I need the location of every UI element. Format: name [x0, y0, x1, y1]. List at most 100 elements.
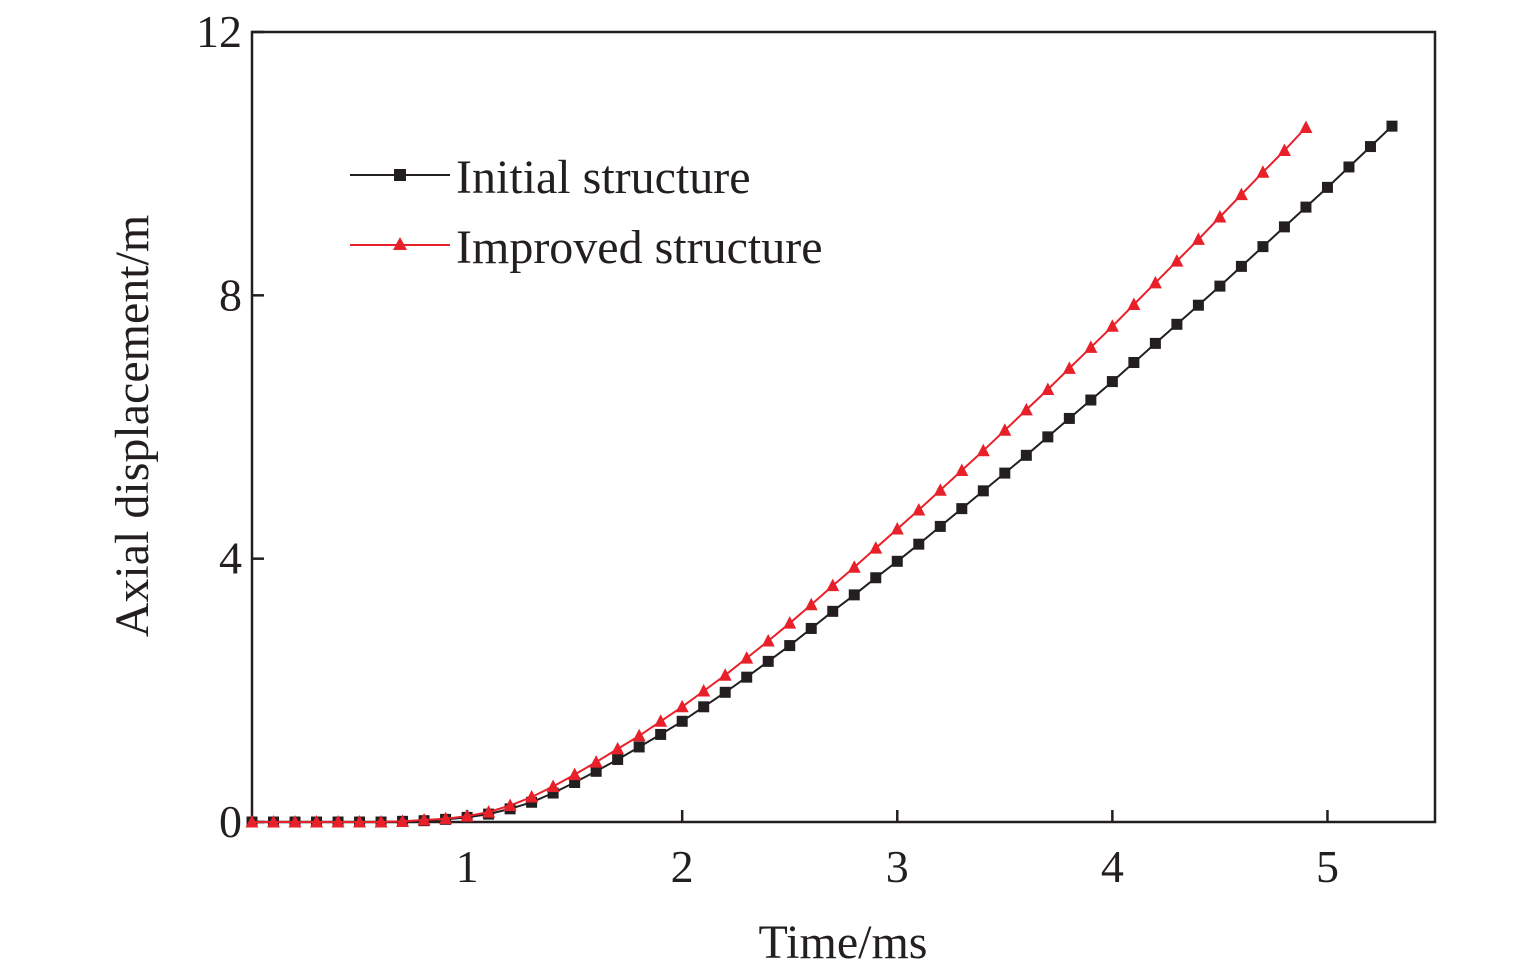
data-point-improved: [611, 741, 625, 755]
data-point-improved: [1234, 187, 1248, 201]
data-point-initial: [762, 655, 774, 667]
data-point-improved: [740, 651, 754, 664]
data-point-initial: [741, 671, 753, 683]
data-point-initial: [1257, 241, 1269, 253]
data-point-improved: [933, 483, 947, 496]
data-point-improved: [331, 815, 345, 828]
data-point-improved: [654, 714, 668, 727]
data-point-improved: [396, 814, 410, 827]
y-axis-title: Axial displacement/m: [106, 215, 159, 638]
data-point-initial: [676, 715, 688, 727]
data-point-improved: [912, 502, 926, 516]
data-point-improved: [568, 767, 582, 781]
data-point-initial: [1171, 318, 1183, 330]
plot-area: [245, 120, 1398, 828]
data-point-improved: [460, 809, 474, 822]
data-point-initial: [1106, 376, 1118, 388]
data-point-initial: [1063, 412, 1075, 424]
x-axis-title: Time/ms: [759, 916, 928, 969]
series-improved: [245, 120, 1313, 828]
data-point-improved: [826, 578, 840, 592]
data-point-initial: [827, 605, 839, 617]
plot-frame: [250, 30, 1437, 824]
data-point-improved: [439, 811, 453, 825]
data-point-initial: [719, 686, 731, 698]
data-point-improved: [783, 616, 797, 629]
data-point-improved: [1213, 209, 1227, 223]
y-tick-label: 0: [219, 796, 242, 847]
data-point-improved: [976, 443, 990, 457]
data-point-improved: [955, 463, 969, 476]
data-point-initial: [805, 622, 817, 634]
data-point-improved: [546, 779, 560, 792]
data-point-improved: [288, 815, 302, 828]
data-point-improved: [1127, 297, 1141, 311]
data-point-initial: [1085, 394, 1097, 406]
data-point-improved: [1084, 340, 1098, 353]
data-point-initial: [999, 467, 1011, 479]
legend-label-initial: Initial structure: [456, 151, 751, 204]
data-point-improved: [310, 815, 324, 828]
legend-label-improved: Improved structure: [456, 221, 823, 274]
data-point-improved: [267, 815, 281, 828]
legend-marker-initial: [394, 169, 406, 181]
y-axis: 0 4 8 12: [196, 6, 264, 847]
data-point-initial: [1278, 221, 1290, 233]
y-tick-label: 4: [219, 533, 242, 584]
data-point-improved: [353, 815, 367, 828]
data-point-improved: [1041, 382, 1055, 395]
data-point-initial: [1300, 201, 1312, 213]
data-point-initial: [934, 520, 946, 532]
data-point-initial: [870, 572, 882, 584]
data-point-improved: [482, 805, 496, 818]
data-point-initial: [891, 555, 903, 567]
data-point-improved: [632, 728, 646, 742]
data-point-improved: [847, 560, 861, 573]
legend-marker-improved: [393, 237, 407, 250]
data-point-improved: [1170, 254, 1184, 267]
data-point-improved: [1299, 120, 1313, 133]
data-point-initial: [784, 640, 796, 652]
data-point-improved: [525, 789, 539, 803]
data-point-initial: [569, 777, 581, 788]
data-point-improved: [503, 798, 517, 812]
data-point-initial: [913, 538, 925, 550]
data-point-improved: [417, 813, 431, 826]
data-point-initial: [1343, 161, 1355, 173]
data-point-improved: [890, 522, 904, 535]
x-axis: 1 2 3 4 5: [456, 810, 1339, 892]
data-point-initial: [590, 765, 602, 777]
data-point-initial: [1235, 260, 1247, 272]
data-point-initial: [1192, 299, 1204, 311]
data-point-initial: [956, 503, 968, 515]
data-point-improved: [761, 633, 775, 647]
data-point-improved: [998, 423, 1012, 436]
data-point-initial: [547, 787, 559, 799]
data-point-improved: [245, 815, 259, 828]
data-point-initial: [612, 753, 624, 765]
y-tick-label: 12: [196, 6, 242, 57]
data-point-improved: [1148, 275, 1162, 289]
data-point-initial: [1020, 449, 1032, 461]
data-point-initial: [848, 589, 860, 601]
x-tick-label: 1: [456, 841, 479, 892]
data-point-initial: [698, 701, 710, 713]
data-point-initial: [1321, 181, 1333, 193]
data-point-initial: [655, 728, 667, 740]
data-point-initial: [1042, 431, 1054, 443]
data-point-improved: [1256, 165, 1270, 178]
legend: Initial structure Improved structure: [350, 151, 823, 274]
data-point-initial: [1149, 337, 1161, 349]
data-point-improved: [697, 683, 711, 697]
data-point-improved: [1277, 143, 1291, 156]
y-tick-label: 8: [219, 269, 242, 320]
data-point-improved: [675, 699, 689, 713]
data-point-initial: [1214, 280, 1226, 292]
data-point-improved: [1062, 361, 1076, 374]
data-point-initial: [1386, 120, 1398, 132]
data-point-initial: [977, 485, 989, 497]
x-tick-label: 5: [1316, 841, 1339, 892]
data-point-improved: [1191, 232, 1205, 245]
data-point-improved: [374, 815, 388, 828]
